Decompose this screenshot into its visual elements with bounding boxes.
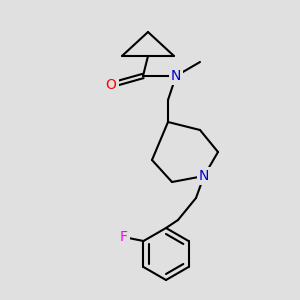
Text: O: O xyxy=(106,78,116,92)
Text: F: F xyxy=(119,230,128,244)
Text: N: N xyxy=(199,169,209,183)
Text: N: N xyxy=(171,69,181,83)
